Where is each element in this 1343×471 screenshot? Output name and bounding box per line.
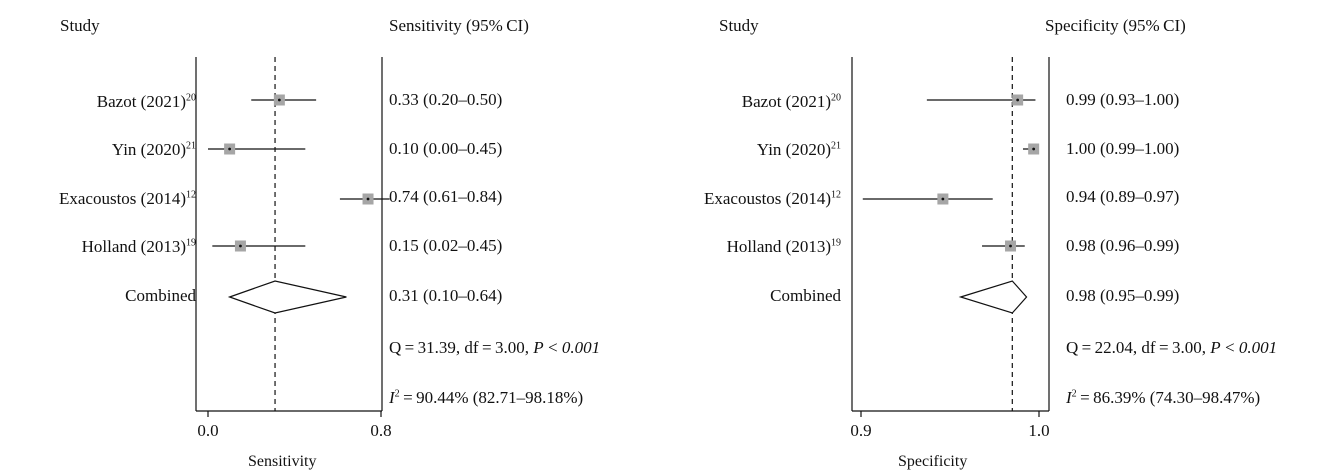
study-label: Holland (2013)19 (81, 237, 196, 256)
specificity-ci-header: Specificity (95% CI) (1045, 16, 1186, 35)
study-header: Study (60, 16, 100, 35)
x-axis-title: Specificity (898, 453, 968, 470)
sensitivity-plot-area: 0.0 0.8 (195, 57, 392, 440)
study-label: Yin (2020)21 (756, 140, 841, 159)
x-axis-title: Sensitivity (248, 453, 317, 470)
ci-value: 1.00 (0.99–1.00) (1066, 139, 1180, 158)
study-estimate-dot (1009, 244, 1012, 248)
x-tick-label: 1.0 (1028, 421, 1049, 440)
study-estimate-dot (1032, 147, 1036, 151)
specificity-plot-area: 0.9 1.0 (850, 57, 1050, 440)
sensitivity-forest-panel: Study Sensitivity (95% CI) Bazot (2021)2… (58, 16, 601, 470)
ci-value: 0.15 (0.02–0.45) (389, 236, 503, 255)
study-label: Exacoustos (2014)12 (703, 189, 841, 208)
heterogeneity-q: Q = 31.39, df = 3.00, P < 0.001 (389, 338, 601, 357)
i-squared: I2 = 90.44% (82.71–98.18%) (389, 388, 584, 407)
study-estimate-dot (277, 98, 281, 102)
sensitivity-ci-header: Sensitivity (95% CI) (389, 16, 529, 35)
ci-value: 0.10 (0.00–0.45) (389, 139, 503, 158)
study-estimate-dot (941, 197, 945, 201)
combined-label: Combined (125, 286, 196, 305)
study-label: Holland (2013)19 (726, 237, 841, 256)
study-label: Bazot (2021)20 (96, 92, 196, 111)
x-tick-label: 0.9 (850, 421, 871, 440)
i-squared: I2 = 86.39% (74.30–98.47%) (1066, 388, 1261, 407)
combined-ci-value: 0.98 (0.95–0.99) (1066, 286, 1180, 305)
study-estimate-dot (366, 197, 370, 201)
x-tick-label: 0.8 (370, 421, 391, 440)
study-label: Bazot (2021)20 (741, 92, 841, 111)
study-header: Study (719, 16, 759, 35)
ci-value: 0.99 (0.93–1.00) (1066, 90, 1180, 109)
combined-diamond (958, 280, 1028, 314)
combined-label: Combined (770, 286, 841, 305)
combined-diamond (227, 280, 347, 314)
heterogeneity-q: Q = 22.04, df = 3.00, P < 0.001 (1066, 338, 1278, 357)
ci-value: 0.94 (0.89–0.97) (1066, 187, 1180, 206)
specificity-forest-panel: Study Specificity (95% CI) Bazot (2021)2… (672, 0, 1343, 471)
ci-value: 0.74 (0.61–0.84) (389, 187, 503, 206)
ci-value: 0.33 (0.20–0.50) (389, 90, 503, 109)
study-estimate-dot (228, 147, 232, 151)
study-estimate-dot (239, 244, 242, 248)
ci-value: 0.98 (0.96–0.99) (1066, 236, 1180, 255)
x-tick-label: 0.0 (197, 421, 218, 440)
combined-ci-value: 0.31 (0.10–0.64) (389, 286, 503, 305)
study-label: Exacoustos (2014)12 (58, 189, 196, 208)
study-label: Yin (2020)21 (111, 140, 196, 159)
study-estimate-dot (1016, 98, 1020, 102)
